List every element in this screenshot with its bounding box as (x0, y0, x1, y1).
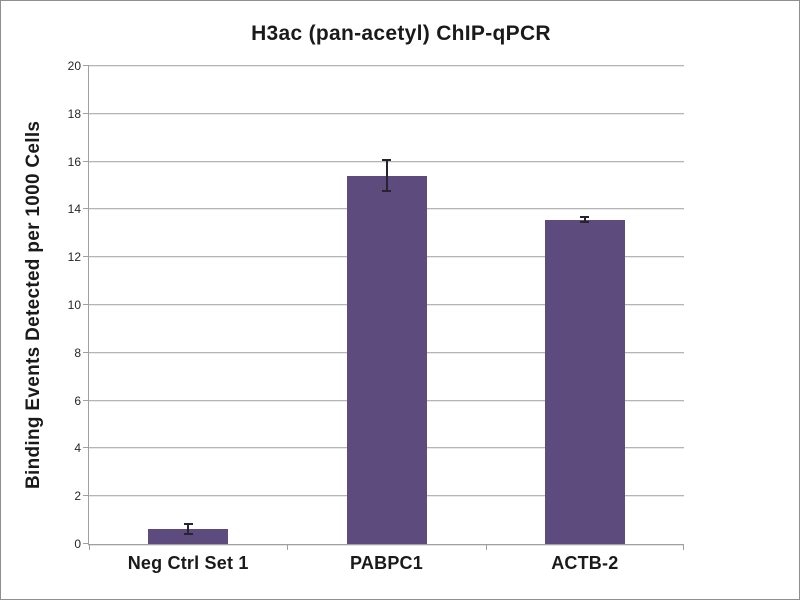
y-tick-label: 8 (74, 345, 81, 360)
bar-PABPC1 (346, 175, 427, 544)
y-tick-label: 20 (67, 59, 81, 73)
error-bar-cap (183, 533, 193, 536)
x-axis-line (88, 544, 684, 545)
gridline (89, 65, 684, 67)
y-axis-tick (83, 543, 89, 544)
y-axis-tick (83, 495, 89, 497)
y-tick-label: 16 (67, 154, 81, 169)
category-label: PABPC1 (350, 553, 423, 573)
error-bar-cap (580, 216, 590, 219)
y-axis-tick (83, 160, 89, 162)
y-axis-tick (83, 208, 89, 210)
error-bar-cap (183, 522, 193, 525)
y-tick-label: 4 (74, 441, 81, 456)
y-axis-tick (83, 256, 89, 258)
y-tick-label: 10 (67, 298, 81, 312)
error-bar (385, 160, 388, 192)
y-axis-tick (83, 304, 89, 305)
gridline (89, 112, 684, 115)
y-axis-tick (83, 65, 89, 66)
y-axis-tick (83, 112, 89, 114)
y-tick-label: 6 (74, 393, 81, 408)
x-axis-tick (485, 544, 487, 550)
error-bar (583, 217, 586, 223)
error-bar-cap (382, 159, 391, 162)
error-bar-cap (382, 190, 391, 193)
y-tick-label: 14 (67, 202, 81, 217)
category-label: Neg Ctrl Set 1 (127, 553, 249, 573)
error-bar (187, 523, 190, 535)
y-tick-label: 18 (67, 106, 81, 121)
category-label: ACTB-2 (551, 553, 619, 573)
y-axis-tick (83, 447, 89, 449)
y-tick-label: 2 (74, 489, 81, 504)
y-axis-tick (83, 351, 89, 353)
y-tick-label: 12 (67, 250, 81, 265)
y-axis-tick (83, 399, 89, 401)
y-axis-line (88, 66, 89, 545)
x-axis-tick (89, 544, 90, 550)
y-tick-label: 0 (74, 537, 81, 551)
bar-ACTB-2 (544, 219, 625, 544)
bar-Neg Ctrl Set 1 (148, 528, 229, 544)
x-axis-tick (287, 544, 289, 550)
plot-area: 0 2 4 6 8 10 12 14 16 18 20 Neg Ctrl Set 1 PABPC1 ACT… (68, 59, 684, 573)
chart-title: H3ac (pan-acetyl) ChIP-qPCR (251, 22, 551, 45)
error-bar-cap (580, 221, 590, 224)
x-axis-tick (683, 544, 684, 550)
